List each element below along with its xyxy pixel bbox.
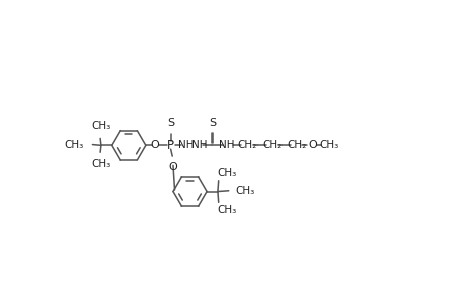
Text: CH₃: CH₃ (319, 140, 338, 150)
Text: CH₃: CH₃ (217, 168, 236, 178)
Text: CH₂: CH₂ (287, 140, 306, 150)
Text: S: S (208, 118, 216, 128)
Text: CH₂: CH₂ (262, 140, 281, 150)
Text: O: O (308, 140, 317, 150)
Text: CH₃: CH₃ (91, 122, 110, 131)
Text: CH₂: CH₂ (237, 140, 257, 150)
Text: CH₃: CH₃ (217, 206, 236, 215)
Text: CH₃: CH₃ (91, 159, 110, 169)
Text: NH: NH (177, 140, 193, 150)
Text: NH: NH (191, 140, 207, 150)
Text: CH₃: CH₃ (235, 186, 254, 196)
Text: O: O (151, 140, 159, 150)
Text: P: P (167, 139, 174, 152)
Text: NH: NH (219, 140, 235, 150)
Text: O: O (168, 162, 177, 172)
Text: CH₃: CH₃ (64, 140, 84, 150)
Text: S: S (167, 118, 174, 128)
